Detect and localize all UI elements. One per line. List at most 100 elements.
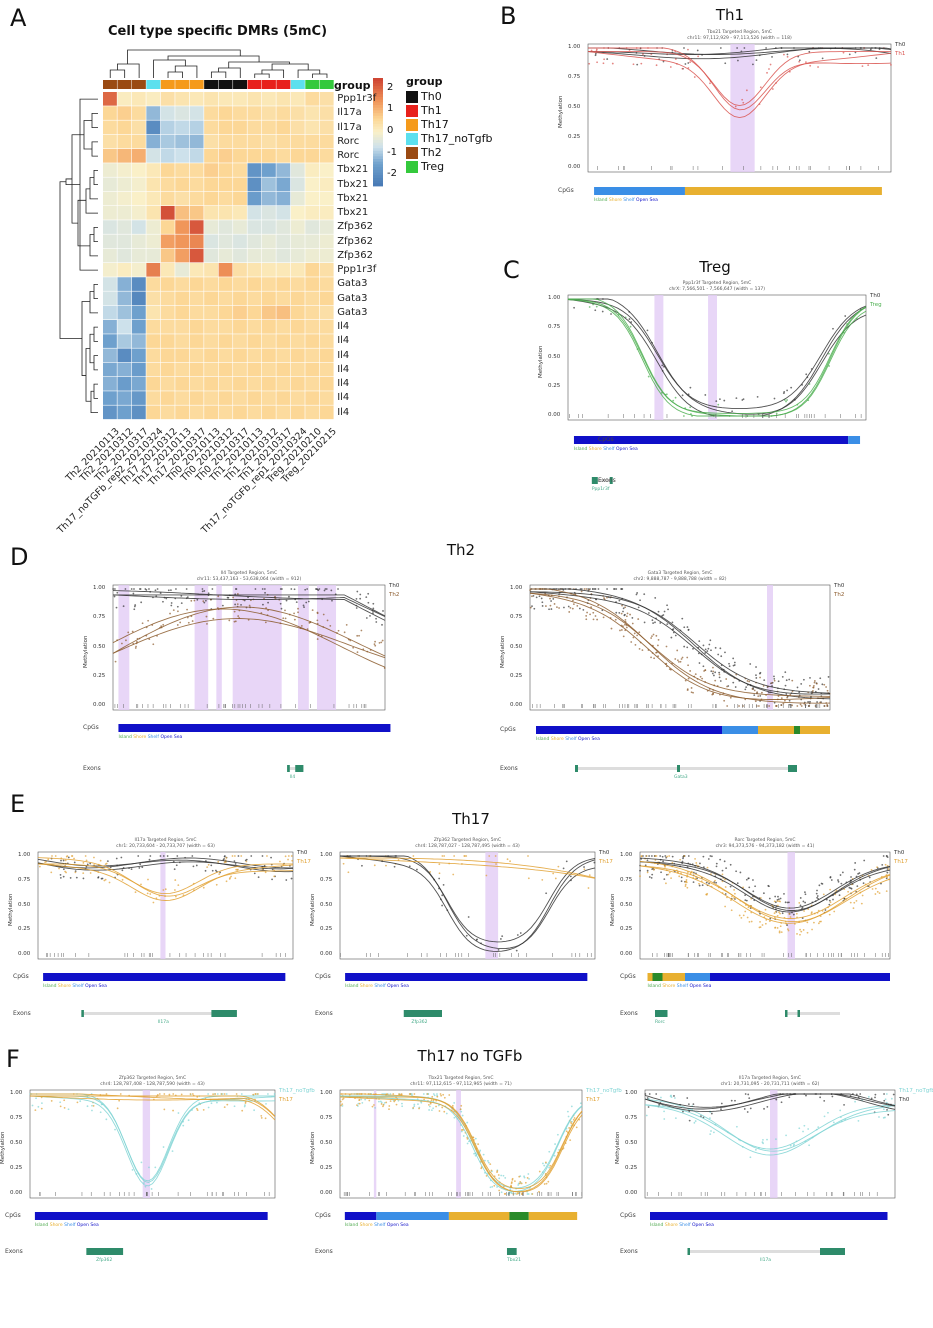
data-point xyxy=(805,1094,807,1097)
data-point xyxy=(809,700,811,703)
heatmap-cell xyxy=(290,149,305,163)
heatmap-cell xyxy=(160,234,175,249)
data-point xyxy=(606,58,609,60)
heatmap-cell xyxy=(218,405,233,420)
data-point xyxy=(833,910,836,913)
heatmap-cell xyxy=(305,191,320,206)
data-point xyxy=(806,921,809,924)
data-point xyxy=(549,604,552,607)
data-point xyxy=(331,599,333,602)
heatmap-cell xyxy=(103,163,117,177)
data-point xyxy=(853,901,856,904)
colorbar-segment xyxy=(373,86,383,90)
heatmap-cell xyxy=(305,134,320,149)
heatmap-cell xyxy=(160,305,175,320)
heatmap-cell xyxy=(175,334,190,348)
row-label: Gata3 xyxy=(337,292,368,304)
data-point xyxy=(164,888,167,891)
data-point xyxy=(514,1180,516,1183)
row-label: Rorc xyxy=(337,135,360,147)
plot-subtitle: chr11: 97,112,615 - 97,112,965 (width = … xyxy=(410,1082,512,1087)
row-label: Ppp1r3f xyxy=(337,93,377,104)
data-point xyxy=(838,894,841,897)
data-point xyxy=(886,1108,888,1111)
data-point xyxy=(202,1108,205,1111)
data-point xyxy=(125,639,127,642)
data-point xyxy=(571,607,574,610)
heatmap-cell xyxy=(117,120,132,135)
data-point xyxy=(704,648,707,651)
heatmap-cell xyxy=(305,206,320,220)
data-point xyxy=(862,882,865,885)
data-point xyxy=(542,1162,544,1165)
data-point xyxy=(870,869,873,871)
colorbar-segment xyxy=(373,102,383,106)
data-point xyxy=(876,866,878,868)
data-point xyxy=(412,855,415,857)
dmr-highlight xyxy=(317,585,337,710)
colorbar-segment xyxy=(373,80,383,84)
data-point xyxy=(692,881,695,884)
data-point xyxy=(401,1105,404,1108)
data-point xyxy=(624,606,627,609)
colorbar-segment xyxy=(373,137,383,141)
legend-item-th17_notgfb: Th17_noTgfb xyxy=(406,132,492,145)
data-point xyxy=(231,855,234,857)
data-point xyxy=(257,1093,259,1095)
data-point xyxy=(776,914,779,917)
data-point xyxy=(568,611,571,613)
data-point xyxy=(728,665,731,668)
data-point xyxy=(661,855,664,858)
data-point xyxy=(212,1093,215,1096)
data-point xyxy=(510,1181,513,1184)
data-point xyxy=(730,909,733,912)
y-tick-label: 0.00 xyxy=(320,1190,333,1196)
heatmap-cell xyxy=(290,248,305,263)
cpg-legend-item: Open Sea xyxy=(76,1223,99,1228)
data-point xyxy=(689,61,692,63)
data-point xyxy=(773,701,776,704)
cpg-legend-item: Open Sea xyxy=(636,198,658,203)
intron-line xyxy=(575,767,797,770)
data-point xyxy=(780,697,783,700)
exon-block xyxy=(785,1010,788,1017)
y-tick-label: 0.50 xyxy=(320,901,333,908)
data-point xyxy=(698,640,701,642)
y-axis-label: Methylation xyxy=(0,1131,6,1164)
data-point xyxy=(655,1093,658,1095)
data-point xyxy=(615,611,618,614)
data-point xyxy=(637,618,640,620)
data-point xyxy=(138,588,141,590)
data-point xyxy=(498,1189,501,1192)
data-point xyxy=(848,53,851,56)
heatmap-cell xyxy=(204,191,218,206)
data-point xyxy=(154,1166,157,1169)
data-point xyxy=(558,607,560,609)
heatmap-cell xyxy=(204,177,218,192)
data-point xyxy=(587,887,590,889)
data-point xyxy=(520,1182,523,1185)
data-point xyxy=(698,882,700,885)
cpg-bar-segment xyxy=(345,973,588,981)
data-point xyxy=(681,860,684,863)
data-point xyxy=(763,1107,765,1110)
data-point xyxy=(442,1093,445,1096)
data-point xyxy=(209,855,211,857)
data-point xyxy=(867,64,870,67)
data-point xyxy=(644,1093,647,1095)
data-point xyxy=(683,47,685,49)
colorbar-segment xyxy=(373,142,383,146)
cpg-legend-item: Island xyxy=(118,735,134,740)
data-point xyxy=(572,1118,575,1121)
data-point xyxy=(606,596,608,599)
data-point xyxy=(420,1101,423,1104)
data-point xyxy=(871,888,874,890)
data-point xyxy=(234,877,237,880)
data-point xyxy=(243,599,246,602)
plot-subtitle: chr11: 53,437,163 - 53,638,064 (width = … xyxy=(196,577,302,582)
data-point xyxy=(756,691,759,694)
cpg-legend: Island Shore Shelf Open Sea xyxy=(118,735,182,740)
data-point xyxy=(854,862,857,864)
heatmap-cell xyxy=(117,263,132,277)
data-point xyxy=(707,647,710,650)
